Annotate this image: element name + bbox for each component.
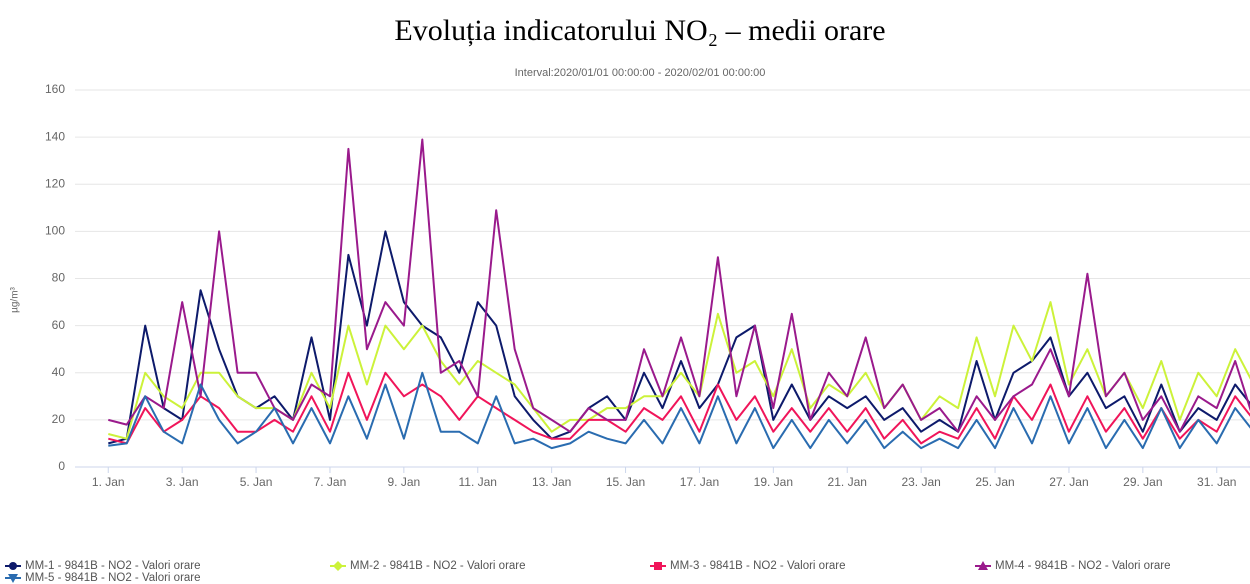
x-tick-label: 7. Jan [314,475,347,489]
legend-marker [978,561,988,570]
x-tick-label: 21. Jan [828,475,867,489]
chart-title: Evoluția indicatorului NO₂ – medii orare [394,14,885,47]
x-tick-label: 31. Jan [1197,475,1236,489]
y-tick-label: 0 [58,459,65,473]
x-tick-label: 5. Jan [240,475,273,489]
chart-subtitle: Interval:2020/01/01 00:00:00 - 2020/02/0… [515,67,766,79]
series-line [108,371,1250,445]
y-tick-label: 160 [45,82,65,96]
legend-label: MM-4 - 9841B - NO2 - Valori orare [995,560,1171,572]
legend-label: MM-1 - 9841B - NO2 - Valori orare [25,560,201,572]
y-tick-label: 80 [52,271,66,285]
x-tick-label: 23. Jan [901,475,940,489]
x-tick-label: 11. Jan [459,475,497,489]
legend-marker [8,574,18,583]
y-tick-label: 140 [45,129,65,143]
x-tick-label: 9. Jan [388,475,421,489]
legend-label: MM-3 - 9841B - NO2 - Valori orare [670,560,846,572]
legend-label: MM-2 - 9841B - NO2 - Valori orare [350,560,526,572]
x-tick-label: 25. Jan [975,475,1014,489]
series-line [108,301,1250,440]
legend-label: MM-5 - 9841B - NO2 - Valori orare [25,572,201,584]
x-tick-label: 13. Jan [532,475,571,489]
x-tick-label: 17. Jan [680,475,719,489]
x-tick-label: 1. Jan [92,475,125,489]
legend-marker [9,562,17,570]
y-tick-label: 120 [45,176,65,190]
x-tick-label: 29. Jan [1123,475,1162,489]
y-tick-label: 100 [45,224,65,238]
x-tick-label: 3. Jan [166,475,199,489]
x-tick-label: 27. Jan [1049,475,1088,489]
legend-marker [654,562,662,570]
y-tick-label: 60 [52,318,66,332]
series-line [108,371,1250,450]
series-line [108,230,1250,445]
legend-marker [333,561,343,571]
y-axis-label: µg/m³ [10,286,21,312]
x-tick-label: 19. Jan [754,475,793,489]
x-tick-label: 15. Jan [606,475,645,489]
y-tick-label: 40 [52,365,66,379]
y-tick-label: 20 [52,412,66,426]
series-line [108,138,1250,433]
